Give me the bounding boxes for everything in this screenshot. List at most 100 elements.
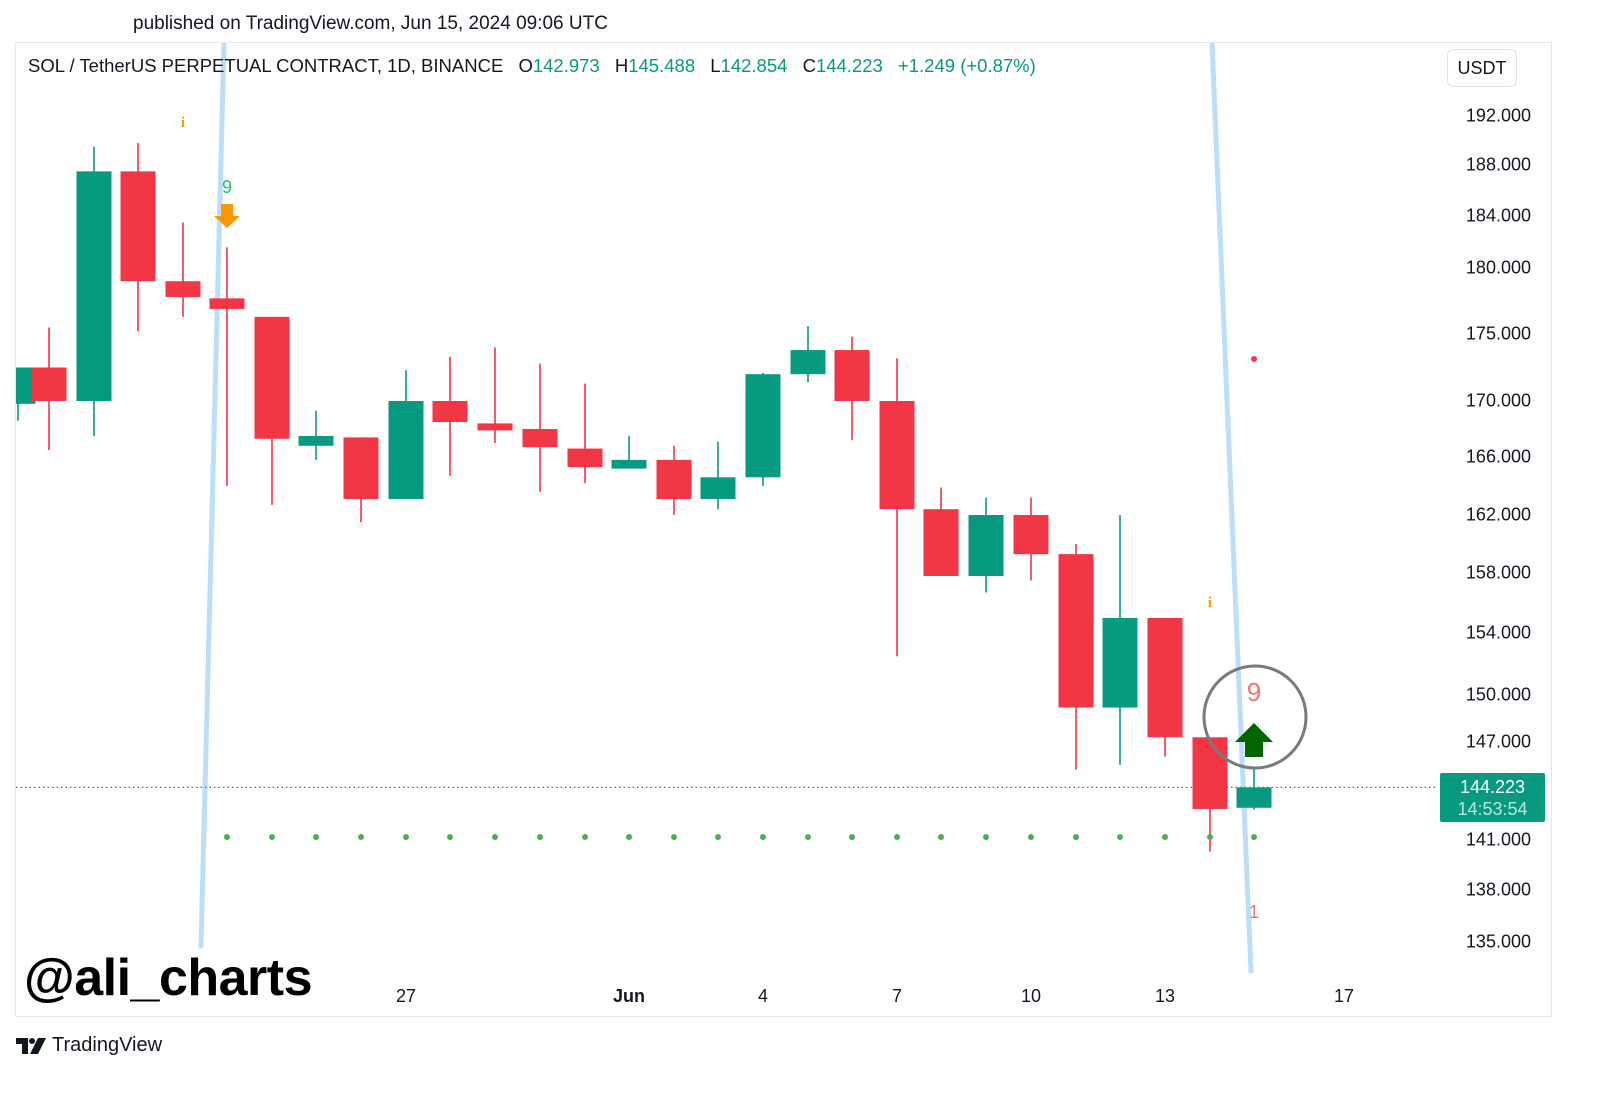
candle-body-down[interactable] — [120, 171, 156, 282]
td-sequential-count: 9 — [222, 177, 232, 197]
support-dot — [1251, 834, 1257, 840]
support-dot — [313, 834, 319, 840]
price-axis-label: 150.000 — [1465, 684, 1531, 705]
info-marker-icon[interactable]: i — [1208, 595, 1212, 611]
candle-body-up[interactable] — [1236, 787, 1272, 808]
candle-body-up[interactable] — [745, 374, 781, 478]
price-axis-label: 162.000 — [1465, 504, 1531, 525]
symbol-legend: SOL / TetherUS PERPETUAL CONTRACT, 1D, B… — [28, 55, 1036, 77]
candle-body-up[interactable] — [611, 459, 647, 469]
price-axis-label: 180.000 — [1465, 257, 1531, 278]
time-axis-label: 10 — [1020, 986, 1042, 1006]
candle-body-down[interactable] — [522, 429, 558, 448]
tradingview-logo-icon — [16, 1037, 46, 1054]
price-axis-label: 175.000 — [1465, 323, 1531, 344]
candle-body-up[interactable] — [968, 515, 1004, 576]
candle-body-down[interactable] — [432, 401, 468, 422]
candle-body-down[interactable] — [879, 401, 915, 510]
trendline[interactable] — [198, 42, 227, 949]
support-dot — [1028, 834, 1034, 840]
price-axis-label: 141.000 — [1465, 829, 1531, 850]
trendline[interactable] — [1209, 42, 1254, 973]
tradingview-brand[interactable]: TradingView — [16, 1034, 162, 1057]
candle-body-down[interactable] — [343, 437, 379, 500]
price-axis-label: 158.000 — [1465, 562, 1531, 583]
price-axis-label: 138.000 — [1465, 879, 1531, 900]
close-value: 144.223 — [815, 55, 883, 76]
td-sequential-count: 9 — [1247, 677, 1261, 707]
candle-body-up[interactable] — [388, 401, 424, 500]
support-dot — [1162, 834, 1168, 840]
high-label: H — [614, 55, 629, 76]
support-dot — [1207, 834, 1213, 840]
published-note: published on TradingView.com, Jun 15, 20… — [133, 13, 608, 34]
price-axis-label: 184.000 — [1465, 205, 1531, 226]
support-dot — [537, 834, 543, 840]
candle-body-down[interactable] — [923, 509, 959, 576]
candle-body-down[interactable] — [656, 459, 692, 500]
support-dot — [760, 834, 766, 840]
candle-body-up[interactable] — [790, 350, 826, 375]
support-dot — [671, 834, 677, 840]
time-axis-label: Jun — [612, 986, 646, 1006]
candle-body-down[interactable] — [209, 298, 245, 309]
last-price-tag: 144.223 14:53:54 — [1440, 773, 1545, 822]
bar-countdown: 14:53:54 — [1457, 799, 1528, 819]
highlight-circle — [1202, 664, 1308, 770]
candle-body-up[interactable] — [298, 436, 334, 446]
candle-body-up[interactable] — [1102, 618, 1138, 708]
candle-body-down[interactable] — [1147, 618, 1183, 738]
support-dot — [582, 834, 588, 840]
tradingview-wordmark: TradingView — [52, 1034, 163, 1056]
time-axis-label: 27 — [395, 986, 417, 1006]
price-axis-label: 170.000 — [1465, 390, 1531, 411]
open-label: O — [518, 55, 533, 76]
time-axis-label: 4 — [757, 986, 769, 1006]
candle-body-down[interactable] — [165, 281, 201, 298]
candle-body-down[interactable] — [1058, 554, 1094, 708]
candle-body-down[interactable] — [834, 350, 870, 401]
low-value: 142.854 — [720, 55, 788, 76]
chart-frame[interactable] — [15, 42, 1552, 1017]
support-dot — [938, 834, 944, 840]
candle-body-down[interactable] — [31, 367, 67, 402]
support-dot — [805, 834, 811, 840]
change-value: +1.249 (+0.87%) — [897, 55, 1036, 76]
candle-body-up[interactable] — [700, 477, 736, 500]
candle-body-up[interactable] — [76, 171, 112, 401]
candle-body-down[interactable] — [477, 423, 513, 431]
candle-body-down[interactable] — [1192, 737, 1228, 809]
price-axis-label: 192.000 — [1465, 105, 1531, 126]
buy-signal-arrow-icon — [1235, 723, 1273, 757]
time-axis-label: 7 — [891, 986, 903, 1006]
support-dot — [492, 834, 498, 840]
support-dot — [224, 834, 230, 840]
price-axis-label: 147.000 — [1465, 731, 1531, 752]
price-axis-label: 135.000 — [1465, 931, 1531, 952]
time-axis-label: 13 — [1154, 986, 1176, 1006]
close-label: C — [802, 55, 816, 76]
price-axis-label: 166.000 — [1465, 446, 1531, 467]
td-sequential-count: 1 — [1249, 902, 1259, 922]
support-dot — [983, 834, 989, 840]
support-dot — [358, 834, 364, 840]
currency-button[interactable]: USDT — [1447, 49, 1517, 87]
open-value: 142.973 — [532, 55, 600, 76]
candle-body-up[interactable] — [1, 367, 36, 404]
symbol-title: SOL / TetherUS PERPETUAL CONTRACT, 1D, B… — [28, 55, 504, 76]
candle-body-down[interactable] — [254, 316, 290, 439]
support-dot — [269, 834, 275, 840]
support-dot — [626, 834, 632, 840]
high-value: 145.488 — [628, 55, 696, 76]
candle-body-down[interactable] — [1013, 515, 1049, 555]
author-watermark: @ali_charts — [24, 949, 313, 1007]
plot-area[interactable]: 9 i i 9 1 — [1, 42, 1441, 973]
sell-signal-arrow-icon — [214, 204, 240, 228]
low-label: L — [710, 55, 721, 76]
info-marker-icon[interactable]: i — [181, 115, 185, 131]
last-price-value: 144.223 — [1459, 777, 1526, 797]
support-dot — [1073, 834, 1079, 840]
candle-body-down[interactable] — [567, 448, 603, 468]
support-dot — [894, 834, 900, 840]
